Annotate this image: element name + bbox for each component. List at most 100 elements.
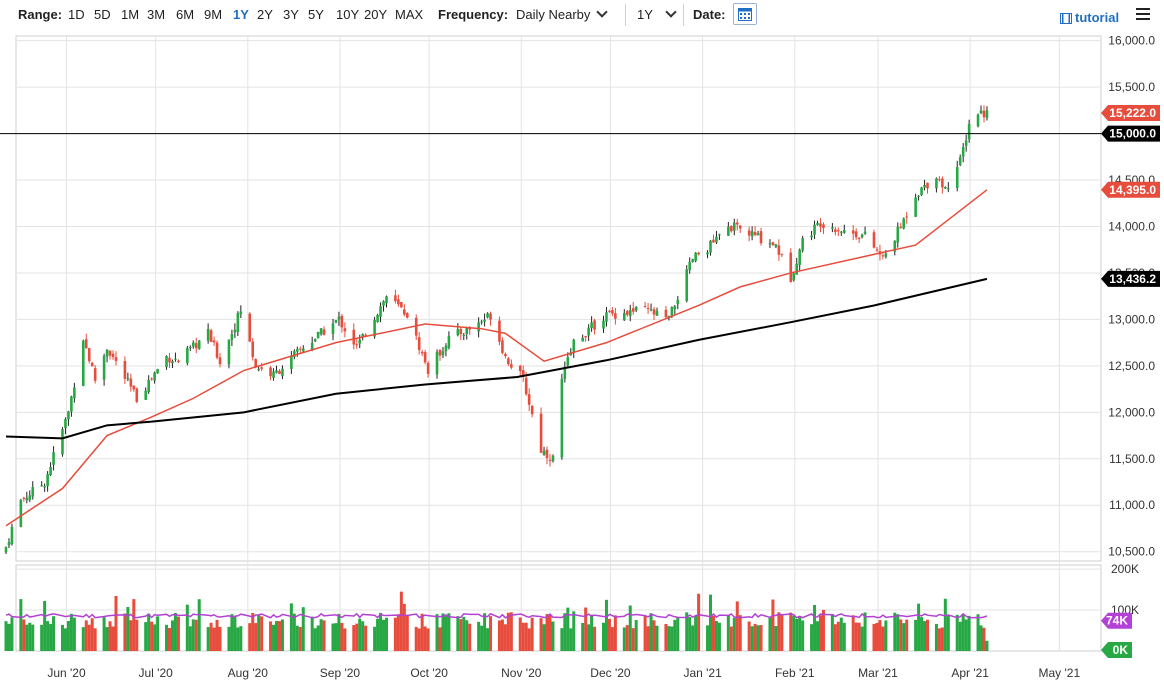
volume-bar [93,628,97,651]
volume-bar [456,616,460,651]
volume-bar [527,628,531,651]
volume-bar [934,623,938,651]
candle-body [480,321,483,323]
volume-last-tag: 0K [1101,642,1132,658]
candle-body [982,110,986,118]
svg-text:13,436.2: 13,436.2 [1109,272,1156,286]
volume-bar [364,625,368,651]
candle-body [269,367,272,377]
y-tick-label: 16,000.0 [1108,34,1155,48]
candle-body [358,339,362,344]
date-label: Date: [693,7,726,22]
chart-grid [15,35,1102,652]
volume-bar [872,623,876,651]
range-6m[interactable]: 6M [176,7,195,22]
range-3y[interactable]: 3Y [283,7,299,22]
volume-bar [709,594,713,651]
candle-body [290,355,293,369]
frequency-label: Frequency: [438,7,509,22]
volume-bar [396,614,400,651]
candle-body [584,336,587,338]
candle-body [881,255,885,257]
candle-body [842,229,846,233]
frequency-dropdown[interactable]: Daily Nearby [516,6,609,23]
candle-body [628,310,632,316]
volume-bar [816,621,820,651]
volume-bar [176,616,180,651]
candle-body [465,327,469,334]
svg-text:15,222.0: 15,222.0 [1109,106,1156,120]
menu-icon[interactable] [1136,8,1150,20]
chevron-down-icon [665,6,677,18]
volume-bar [319,619,323,651]
volume-bar [358,618,362,651]
candle-body [189,347,192,349]
price-chart[interactable]: 16,000.015,500.015,000.014,500.014,000.0… [0,34,1164,686]
x-tick-label: Oct '20 [410,666,448,680]
candle-body [926,182,929,189]
volume-bar [465,620,469,651]
volume-bar [292,613,296,651]
candle-body [144,390,148,400]
candle-body [248,313,252,342]
range-3m[interactable]: 3M [147,7,166,22]
range-10y[interactable]: 10Y [336,7,360,22]
volume-bar [539,618,543,651]
range-5d[interactable]: 5D [94,7,111,22]
volume-bar [664,624,668,651]
range-20y[interactable]: 20Y [364,7,388,22]
volume-bar [212,627,216,651]
candle-body [334,320,338,323]
range-5y[interactable]: 5Y [308,7,324,22]
volume-bar [483,613,487,651]
candle-body [361,334,365,338]
candle-body [129,378,133,387]
range-1d[interactable]: 1D [68,7,85,22]
volume-bar [774,626,778,651]
volume-bar [188,626,192,651]
volume-bar [940,627,944,651]
volume-bar [590,614,594,651]
volume-bar [295,625,299,651]
volume-bar [607,618,611,651]
candle-body [352,329,356,345]
range-max[interactable]: MAX [395,7,424,22]
volume-bar [87,624,91,651]
candle-body [813,224,816,235]
volume-bar [842,622,846,651]
range-1y[interactable]: 1Y [233,7,249,22]
candle-body [233,329,237,333]
range-9m[interactable]: 9M [204,7,223,22]
candle-body [46,473,49,487]
candle-body [90,362,94,367]
candle-body [379,306,382,317]
calendar-icon [738,8,752,21]
candle-body [985,110,989,118]
candle-body [376,314,379,323]
x-tick-label: Dec '20 [590,666,631,680]
volume-bar [215,619,219,651]
period-dropdown[interactable]: 1Y [637,6,677,23]
candle-body [816,222,819,225]
candle-body [417,337,421,351]
candle-body [854,231,858,238]
candle-body [206,329,210,341]
candle-body [191,342,195,347]
tutorial-link[interactable]: tutorial [1060,10,1119,25]
volume-bar [634,620,638,651]
candle-body [884,253,888,257]
volume-bar [777,612,781,651]
range-2y[interactable]: 2Y [257,7,273,22]
candle-body [319,328,323,335]
x-tick-label: Jun '20 [47,666,86,680]
volume-bar [905,619,909,651]
date-picker-button[interactable] [733,3,757,25]
volume-bar [239,626,243,651]
candle-body [70,396,73,412]
range-1m[interactable]: 1M [121,7,140,22]
volume-bar [756,625,760,651]
candle-body [316,331,320,339]
volume-bar [194,619,198,651]
volume-bar [750,626,754,651]
volume-bar [801,620,805,651]
